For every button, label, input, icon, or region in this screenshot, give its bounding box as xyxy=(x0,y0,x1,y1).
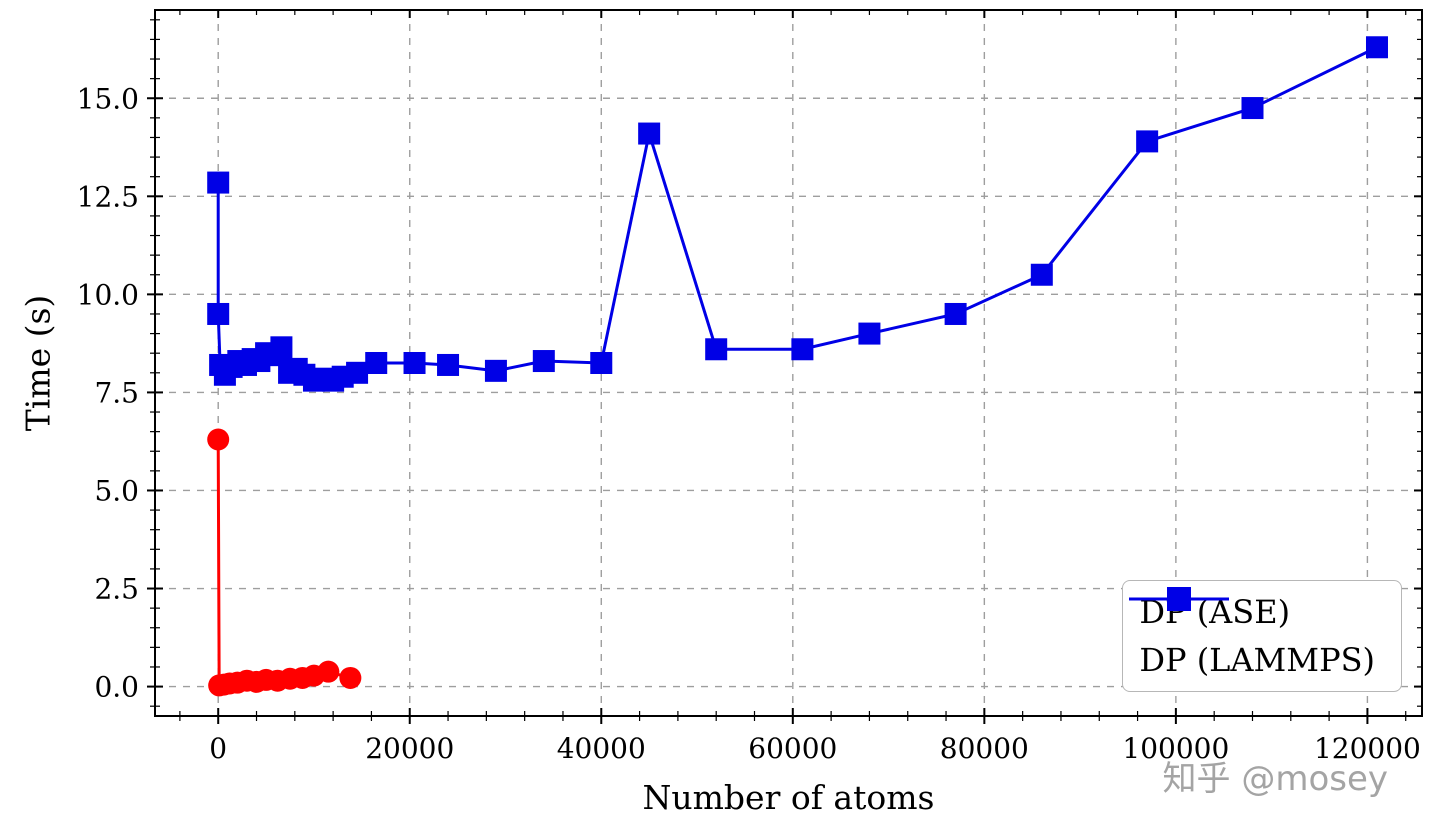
tick-labels: 0 20000 40000 60000 80000 100000 120000 0.0 2.5 5… xyxy=(77,82,1421,765)
x-tick-label: 100000 xyxy=(1122,732,1229,765)
legend-label-dp-lammps: DP (LAMMPS) xyxy=(1139,641,1375,679)
axis-ticks xyxy=(147,10,1422,724)
data-point-square xyxy=(207,302,230,325)
x-tick-label: 80000 xyxy=(940,732,1029,765)
axes-frame xyxy=(154,9,1423,717)
data-point-square xyxy=(365,352,388,374)
data-point-square xyxy=(858,322,881,345)
data-point-square xyxy=(532,350,555,373)
data-point-square xyxy=(944,302,967,325)
watermark: 知乎 @mosey xyxy=(1162,759,1388,799)
data-point-square xyxy=(1136,130,1159,153)
x-tick-label: 120000 xyxy=(1314,732,1421,765)
y-tick-label: 0.0 xyxy=(94,671,139,704)
data-point-square xyxy=(705,338,728,361)
data-point-square xyxy=(1030,263,1053,286)
data-point-square xyxy=(590,352,613,374)
data-point-square xyxy=(437,353,460,376)
y-tick-label: 12.5 xyxy=(77,180,139,213)
data-point-circle xyxy=(339,666,362,689)
legend-marker-square xyxy=(1129,587,1230,611)
x-tick-label: 0 xyxy=(209,732,227,765)
data-point-square xyxy=(791,338,814,361)
gridlines xyxy=(155,10,1422,716)
y-tick-label: 15.0 xyxy=(77,82,139,115)
y-tick-label: 5.0 xyxy=(94,474,139,507)
series-dp-ase xyxy=(207,428,362,697)
y-axis-label: Time (s) xyxy=(18,294,58,432)
x-axis-label: Number of atoms xyxy=(642,778,935,817)
data-point-circle xyxy=(207,428,230,451)
data-point-square xyxy=(1365,36,1388,59)
y-tick-label: 10.0 xyxy=(77,278,139,311)
x-tick-label: 60000 xyxy=(748,732,837,765)
legend-item-dp-lammps: DP (LAMMPS) xyxy=(1129,587,1375,679)
legend: DP (ASE) DP (LAMMPS) xyxy=(1122,580,1402,692)
x-tick-label: 40000 xyxy=(557,732,646,765)
series-dp-lammps xyxy=(207,36,1388,392)
data-point-square xyxy=(207,171,230,194)
data-point-square xyxy=(1241,97,1264,120)
data-point-square xyxy=(346,361,369,384)
data-point-circle xyxy=(317,660,340,683)
x-tick-label: 20000 xyxy=(365,732,454,765)
y-tick-label: 2.5 xyxy=(94,573,139,606)
data-point-square xyxy=(403,352,426,374)
data-point-square xyxy=(484,359,507,382)
data-point-square xyxy=(638,122,661,145)
y-tick-label: 7.5 xyxy=(94,376,139,409)
data-point-square xyxy=(270,336,293,359)
